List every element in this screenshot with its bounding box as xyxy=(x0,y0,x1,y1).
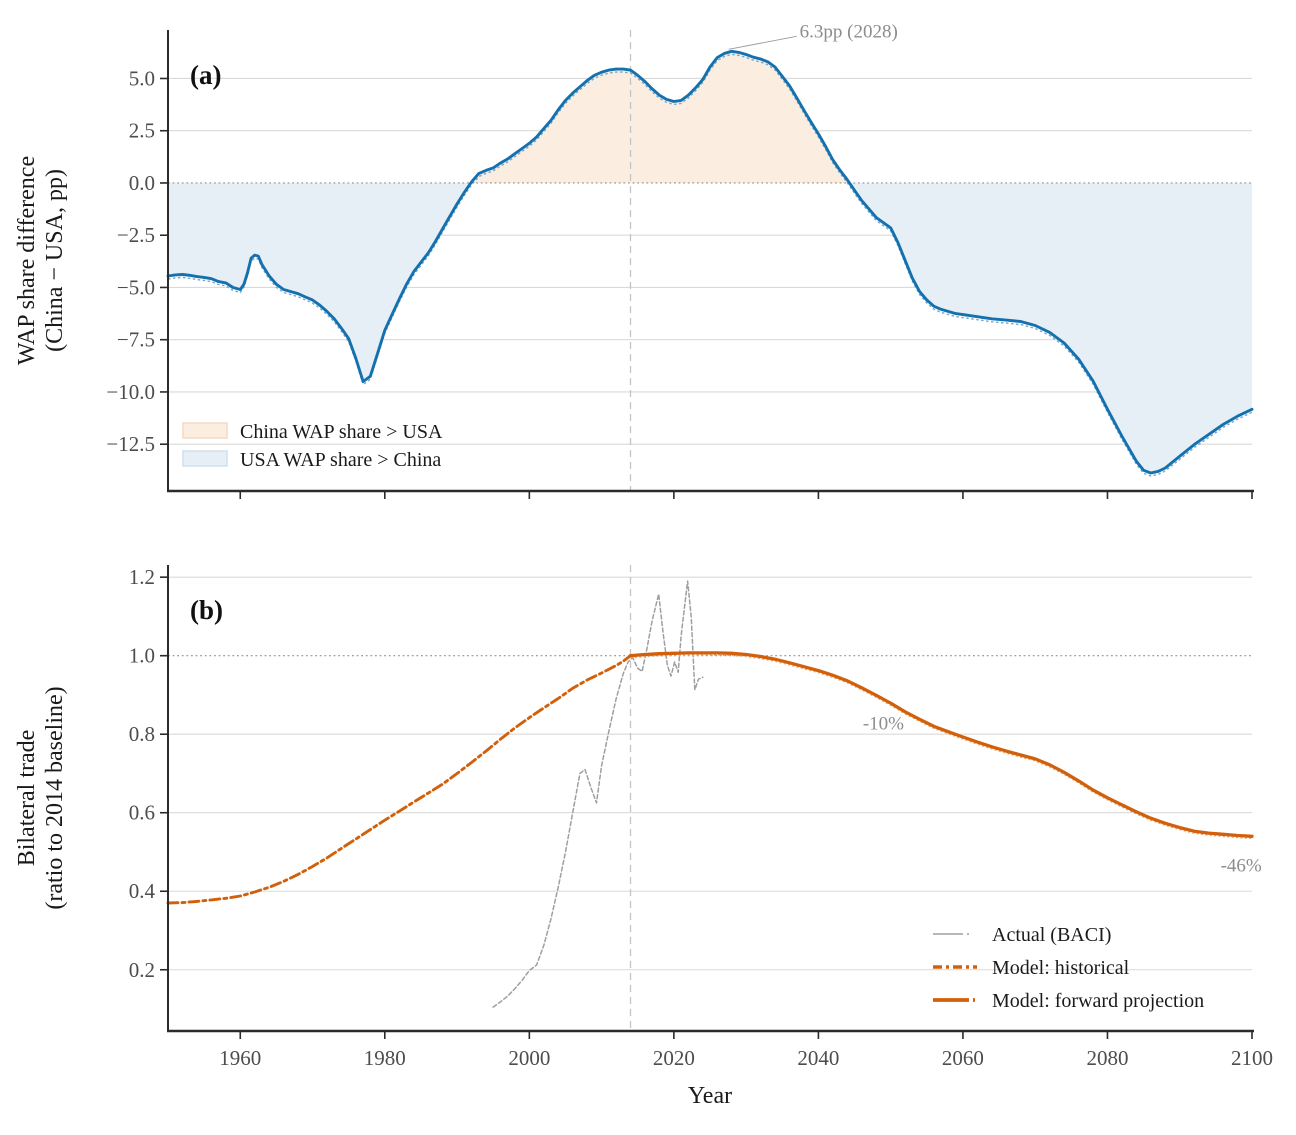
y-axis-label: Bilateral trade xyxy=(14,730,40,867)
x-tick-label: 2040 xyxy=(797,1046,839,1070)
y-tick-label: 2.5 xyxy=(129,119,155,143)
model-forward-projection-line xyxy=(628,651,1254,838)
wap-share-difference-companion xyxy=(167,53,1253,477)
y-axis-label: (ratio to 2014 baseline) xyxy=(42,686,68,909)
decline-annotation: -46% xyxy=(1221,856,1262,877)
decline-annotation: -10% xyxy=(863,713,904,734)
y-tick-label: 0.8 xyxy=(129,722,155,746)
x-tick-label: 1960 xyxy=(219,1046,261,1070)
china-greater-area xyxy=(470,51,850,183)
y-tick-label: −2.5 xyxy=(117,223,155,247)
y-tick-label: 0.4 xyxy=(129,879,156,903)
y-axis-label: WAP share difference xyxy=(14,156,40,365)
y-tick-label: 5.0 xyxy=(129,66,155,90)
actual-baci-line xyxy=(492,580,704,1008)
legend-label: Model: forward projection xyxy=(992,990,1204,1012)
legend-swatch xyxy=(182,422,228,439)
y-tick-label: −7.5 xyxy=(117,328,155,352)
legend-label: Model: historical xyxy=(992,957,1130,979)
y-tick-label: 0.0 xyxy=(129,171,155,195)
x-tick-label: 2020 xyxy=(653,1046,695,1070)
peak-annotation: 6.3pp (2028) xyxy=(800,21,898,42)
y-tick-label: 0.2 xyxy=(129,958,155,982)
legend-label: China WAP share > USA xyxy=(240,421,443,443)
y-tick-label: −12.5 xyxy=(106,432,155,456)
panel-b: -10% -46% 1.2 1.0 0.8 0.6 0.4 0.2 1960 1980 2000 20… xyxy=(14,565,1273,1109)
panel-tag: (a) xyxy=(190,60,221,90)
panel-tag: (b) xyxy=(190,595,223,625)
y-axis-label: (China − USA, pp) xyxy=(42,169,68,352)
y-tick-label: 0.6 xyxy=(129,801,155,825)
legend-swatch xyxy=(182,450,228,467)
legend-label: Actual (BACI) xyxy=(992,924,1111,946)
y-tick-label: −10.0 xyxy=(106,380,155,404)
x-tick-label: 2060 xyxy=(942,1046,984,1070)
annotation-leader-line xyxy=(728,35,797,50)
legend-label: USA WAP share > China xyxy=(240,449,441,471)
usa-greater-area xyxy=(168,182,1252,473)
x-tick-label: 2100 xyxy=(1231,1046,1273,1070)
model-forward-projection-companion xyxy=(630,654,1253,840)
model-historical-line xyxy=(166,654,632,905)
y-tick-label: −5.0 xyxy=(117,275,155,299)
wap-share-difference-line xyxy=(166,49,1254,475)
x-axis-label: Year xyxy=(688,1083,732,1109)
x-tick-label: 2000 xyxy=(508,1046,550,1070)
y-tick-label: 1.2 xyxy=(129,565,155,589)
x-tick-label: 2080 xyxy=(1086,1046,1128,1070)
x-tick-label: 1980 xyxy=(364,1046,406,1070)
y-tick-label: 1.0 xyxy=(129,644,155,668)
panel-a: 6.3pp (2028) 5.0 2.5 0.0 −2.5 −5.0 −7.5 −10.0 −1… xyxy=(14,21,1254,499)
